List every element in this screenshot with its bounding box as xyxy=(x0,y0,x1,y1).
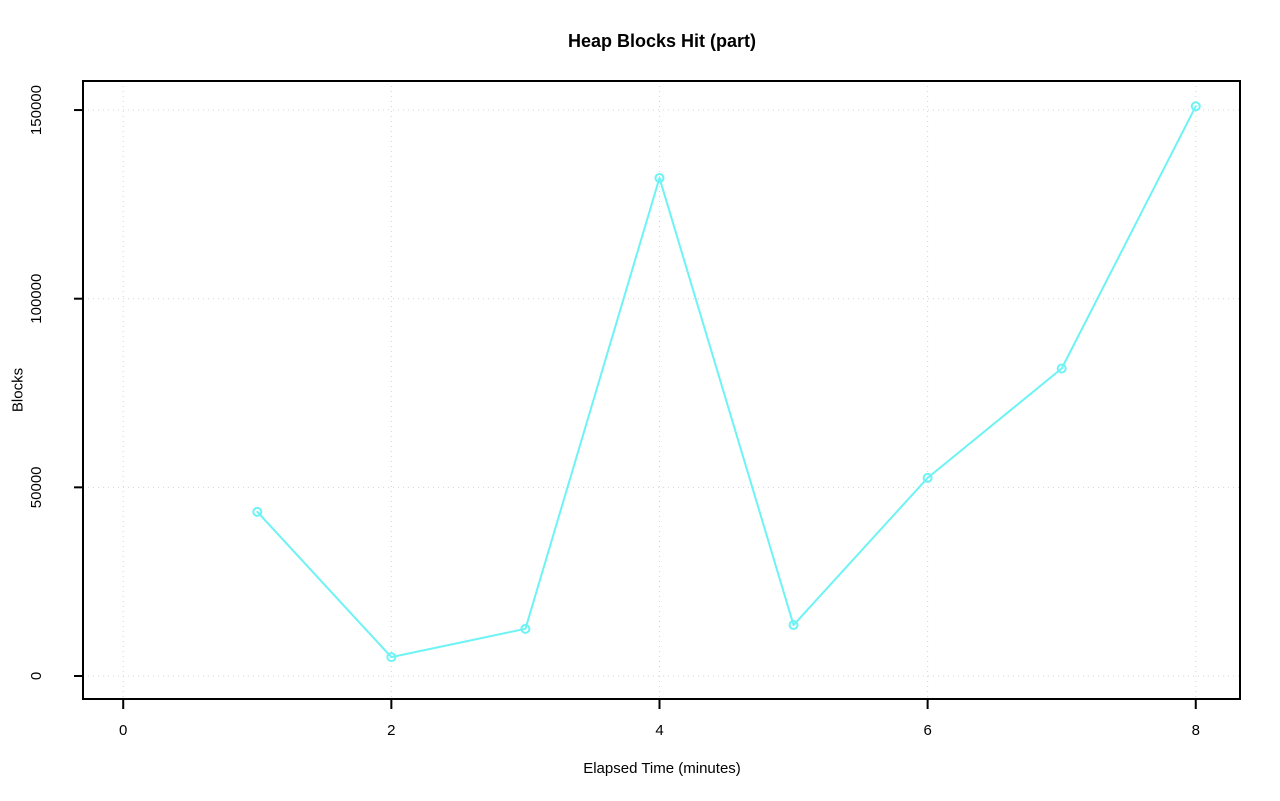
x-axis-label: Elapsed Time (minutes) xyxy=(583,760,741,777)
data-point xyxy=(788,620,799,631)
y-axis-label: Blocks xyxy=(9,367,27,413)
x-tick-label: 0 xyxy=(119,722,127,739)
data-point xyxy=(654,172,665,183)
plot-frame xyxy=(82,80,1241,700)
data-point xyxy=(922,472,933,483)
data-point xyxy=(386,652,397,663)
y-tick-label: 50000 xyxy=(28,466,45,508)
y-tick-label: 150000 xyxy=(28,85,45,135)
chart-title: Heap Blocks Hit (part) xyxy=(567,31,757,51)
x-tick-label: 6 xyxy=(923,722,931,739)
data-point xyxy=(1056,363,1067,374)
data-point xyxy=(1190,101,1201,112)
series-line xyxy=(256,105,1197,659)
data-point xyxy=(252,506,263,517)
y-tick-label: 0 xyxy=(28,672,45,680)
x-tick-label: 2 xyxy=(387,722,395,739)
x-tick-label: 4 xyxy=(655,722,663,739)
x-tick-label: 8 xyxy=(1192,722,1200,739)
data-point xyxy=(520,623,531,634)
y-tick-label: 100000 xyxy=(28,274,45,324)
